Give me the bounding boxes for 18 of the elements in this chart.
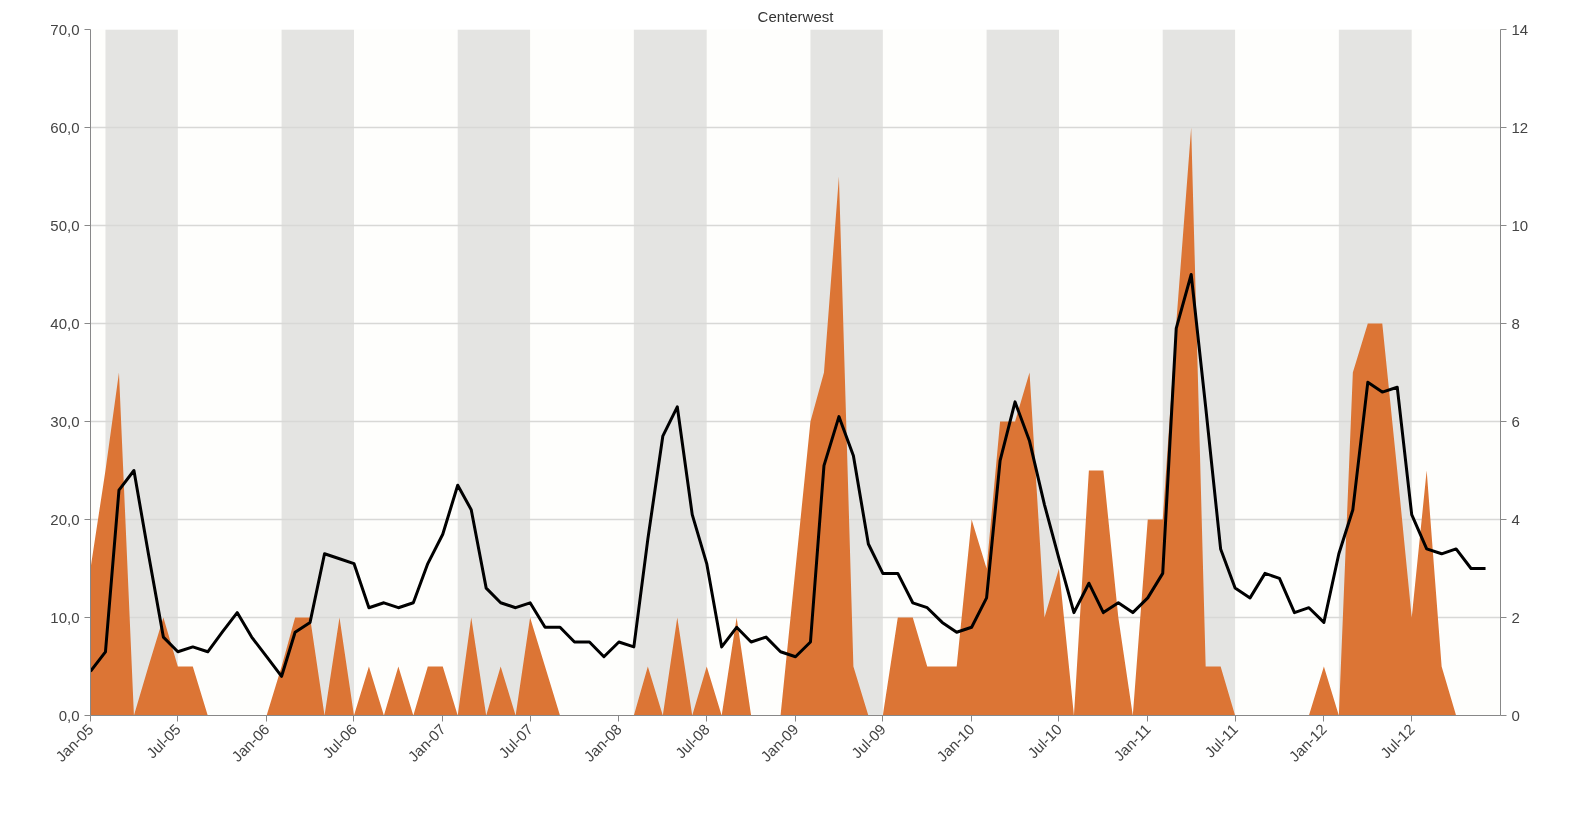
- y2-tick-label: 4: [1511, 510, 1520, 528]
- y-tick-label: 60,0: [50, 118, 80, 136]
- y2-tick-label: 10: [1511, 216, 1529, 234]
- y-tick-label: 40,0: [50, 314, 80, 332]
- y-tick-label: 10,0: [50, 608, 80, 626]
- y-tick-label: 70,0: [50, 20, 80, 38]
- y-tick-label: 20,0: [50, 510, 80, 528]
- chart-title: Centerwest: [757, 7, 835, 25]
- y-tick-label: 30,0: [50, 412, 80, 430]
- line-series: [90, 273, 1488, 678]
- y-tick-label: 50,0: [50, 216, 80, 234]
- y2-tick-label: 12: [1511, 118, 1529, 136]
- y2-tick-label: 0: [1511, 706, 1520, 724]
- y2-tick-label: 8: [1511, 314, 1520, 332]
- y-tick-label: 0,0: [58, 706, 80, 724]
- y2-tick-label: 14: [1511, 20, 1529, 38]
- y2-tick-label: 6: [1511, 412, 1520, 430]
- y2-tick-label: 2: [1511, 608, 1520, 626]
